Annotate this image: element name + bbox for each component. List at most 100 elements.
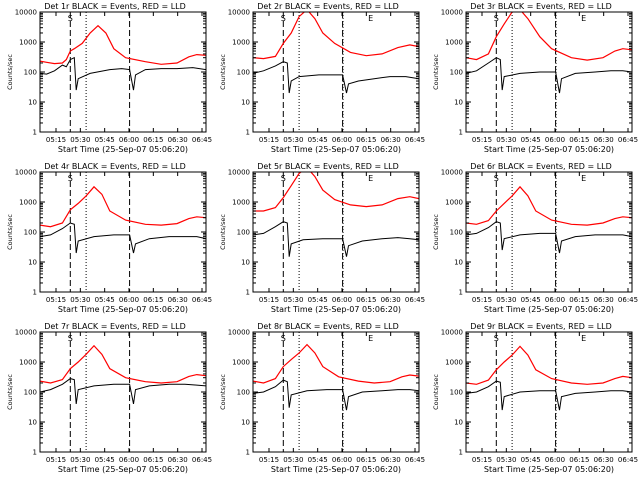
series-events: [253, 61, 419, 94]
x-axis-label: Start Time (25-Sep-07 05:06:20): [271, 465, 401, 474]
y-tick-label: 10: [241, 259, 250, 267]
y-tick-label: 10000: [15, 9, 37, 17]
x-tick-label: 05:30: [283, 456, 303, 464]
panel-5: Det 5r BLACK = Events, RED = LLD11010010…: [219, 162, 586, 314]
marker-label-s: S: [281, 174, 286, 183]
y-tick-label: 1: [33, 129, 37, 137]
x-tick-label: 05:30: [496, 456, 516, 464]
marker-label-e: E: [368, 174, 373, 183]
x-tick-label: 06:30: [381, 456, 401, 464]
x-tick-label: 06:00: [332, 296, 352, 304]
marker-label-s: S: [494, 334, 499, 343]
y-tick-label: 10: [454, 259, 463, 267]
y-tick-label: 100: [450, 389, 463, 397]
panel-title: Det 8r BLACK = Events, RED = LLD: [257, 322, 399, 331]
series-lld: [466, 185, 632, 226]
x-tick-label: 06:45: [405, 456, 425, 464]
plot-frame: [465, 171, 633, 293]
y-tick-label: 100: [237, 389, 250, 397]
plot-frame: [39, 11, 207, 133]
x-tick-label: 06:15: [569, 456, 589, 464]
y-tick-label: 10: [28, 419, 37, 427]
y-tick-label: 10: [241, 99, 250, 107]
series-events: [253, 221, 419, 257]
y-axis-label: Counts/sec: [432, 54, 440, 90]
y-tick-label: 10000: [15, 169, 37, 177]
y-tick-label: 1: [246, 449, 250, 457]
x-tick-label: 05:30: [496, 296, 516, 304]
series-events: [40, 378, 206, 404]
panel-3: Det 3r BLACK = Events, RED = LLD 1 10 100 10…: [432, 2, 638, 154]
x-tick-label: 06:30: [594, 456, 614, 464]
x-tick-label: 06:15: [143, 456, 163, 464]
y-tick-label: 100: [237, 69, 250, 77]
x-tick-label: 06:15: [356, 456, 376, 464]
marker-label-e: E: [581, 334, 586, 343]
x-tick-label: 05:45: [95, 136, 115, 144]
x-tick-label: 06:30: [168, 136, 188, 144]
x-tick-label: 06:45: [618, 456, 638, 464]
panel-7: Det 7r BLACK = Events, RED = LLD 1 10 100 10…: [6, 322, 373, 474]
x-tick-label: 05:15: [46, 136, 66, 144]
y-tick-label: 10: [454, 419, 463, 427]
x-tick-label: 06:45: [405, 136, 425, 144]
series-events: [466, 221, 632, 254]
x-tick-label: 06:15: [569, 136, 589, 144]
y-tick-label: 10000: [228, 329, 250, 337]
series-lld: [253, 12, 419, 60]
y-tick-label: 1: [246, 289, 250, 297]
marker-label-e: E: [368, 14, 373, 23]
x-tick-label: 06:00: [332, 136, 352, 144]
y-axis-label: Counts/sec: [219, 54, 227, 90]
y-tick-label: 1000: [19, 39, 37, 47]
y-tick-label: 10000: [228, 9, 250, 17]
x-axis-label: Start Time (25-Sep-07 05:06:20): [271, 305, 401, 314]
panel-title: Det 7r BLACK = Events, RED = LLD: [44, 322, 186, 331]
marker-label-s: S: [68, 334, 73, 343]
plot-frame: [252, 331, 420, 453]
y-tick-label: 100: [24, 389, 37, 397]
y-tick-label: 1: [246, 129, 250, 137]
x-tick-label: 06:00: [545, 296, 565, 304]
panel-8: Det 8r BLACK = Events, RED = LLD11010010…: [219, 322, 586, 474]
panel-9: Det 9r BLACK = Events, RED = LLD 1 10 100 10…: [432, 322, 638, 474]
y-tick-label: 1: [459, 449, 463, 457]
marker-label-s: S: [281, 14, 286, 23]
panel-title: Det 1r BLACK = Events, RED = LLD: [44, 2, 186, 11]
x-tick-label: 05:45: [521, 136, 541, 144]
x-tick-label: 05:30: [70, 136, 90, 144]
x-tick-label: 06:30: [594, 296, 614, 304]
x-tick-label: 06:45: [405, 296, 425, 304]
x-tick-label: 06:15: [356, 296, 376, 304]
x-tick-label: 05:30: [70, 456, 90, 464]
x-tick-label: 05:15: [259, 136, 279, 144]
marker-label-e: E: [581, 14, 586, 23]
panel-1: Det 1r BLACK = Events, RED = LLD11010010…: [6, 2, 373, 154]
x-axis-label: Start Time (25-Sep-07 05:06:20): [58, 305, 188, 314]
x-tick-label: 06:00: [545, 136, 565, 144]
marker-label-s: S: [281, 334, 286, 343]
y-tick-label: 100: [24, 69, 37, 77]
x-tick-label: 05:45: [95, 456, 115, 464]
panel-title: Det 2r BLACK = Events, RED = LLD: [257, 2, 399, 11]
panel-title: Det 3r BLACK = Events, RED = LLD: [470, 2, 612, 11]
panel-title: Det 6r BLACK = Events, RED = LLD: [470, 162, 612, 171]
series-lld: [253, 172, 419, 212]
series-lld: [466, 345, 632, 385]
series-events: [40, 222, 206, 254]
x-tick-label: 06:15: [569, 296, 589, 304]
y-tick-label: 1000: [445, 359, 463, 367]
x-tick-label: 06:00: [119, 296, 139, 304]
x-tick-label: 05:45: [308, 456, 328, 464]
series-lld: [253, 343, 419, 384]
y-tick-label: 1000: [445, 199, 463, 207]
x-axis-label: Start Time (25-Sep-07 05:06:20): [484, 465, 614, 474]
y-tick-label: 1000: [19, 359, 37, 367]
series-lld: [466, 12, 632, 61]
x-tick-label: 06:15: [143, 136, 163, 144]
y-tick-label: 10000: [441, 169, 463, 177]
y-axis-label: Counts/sec: [6, 214, 14, 250]
x-tick-label: 06:45: [192, 136, 212, 144]
y-tick-label: 10000: [441, 329, 463, 337]
